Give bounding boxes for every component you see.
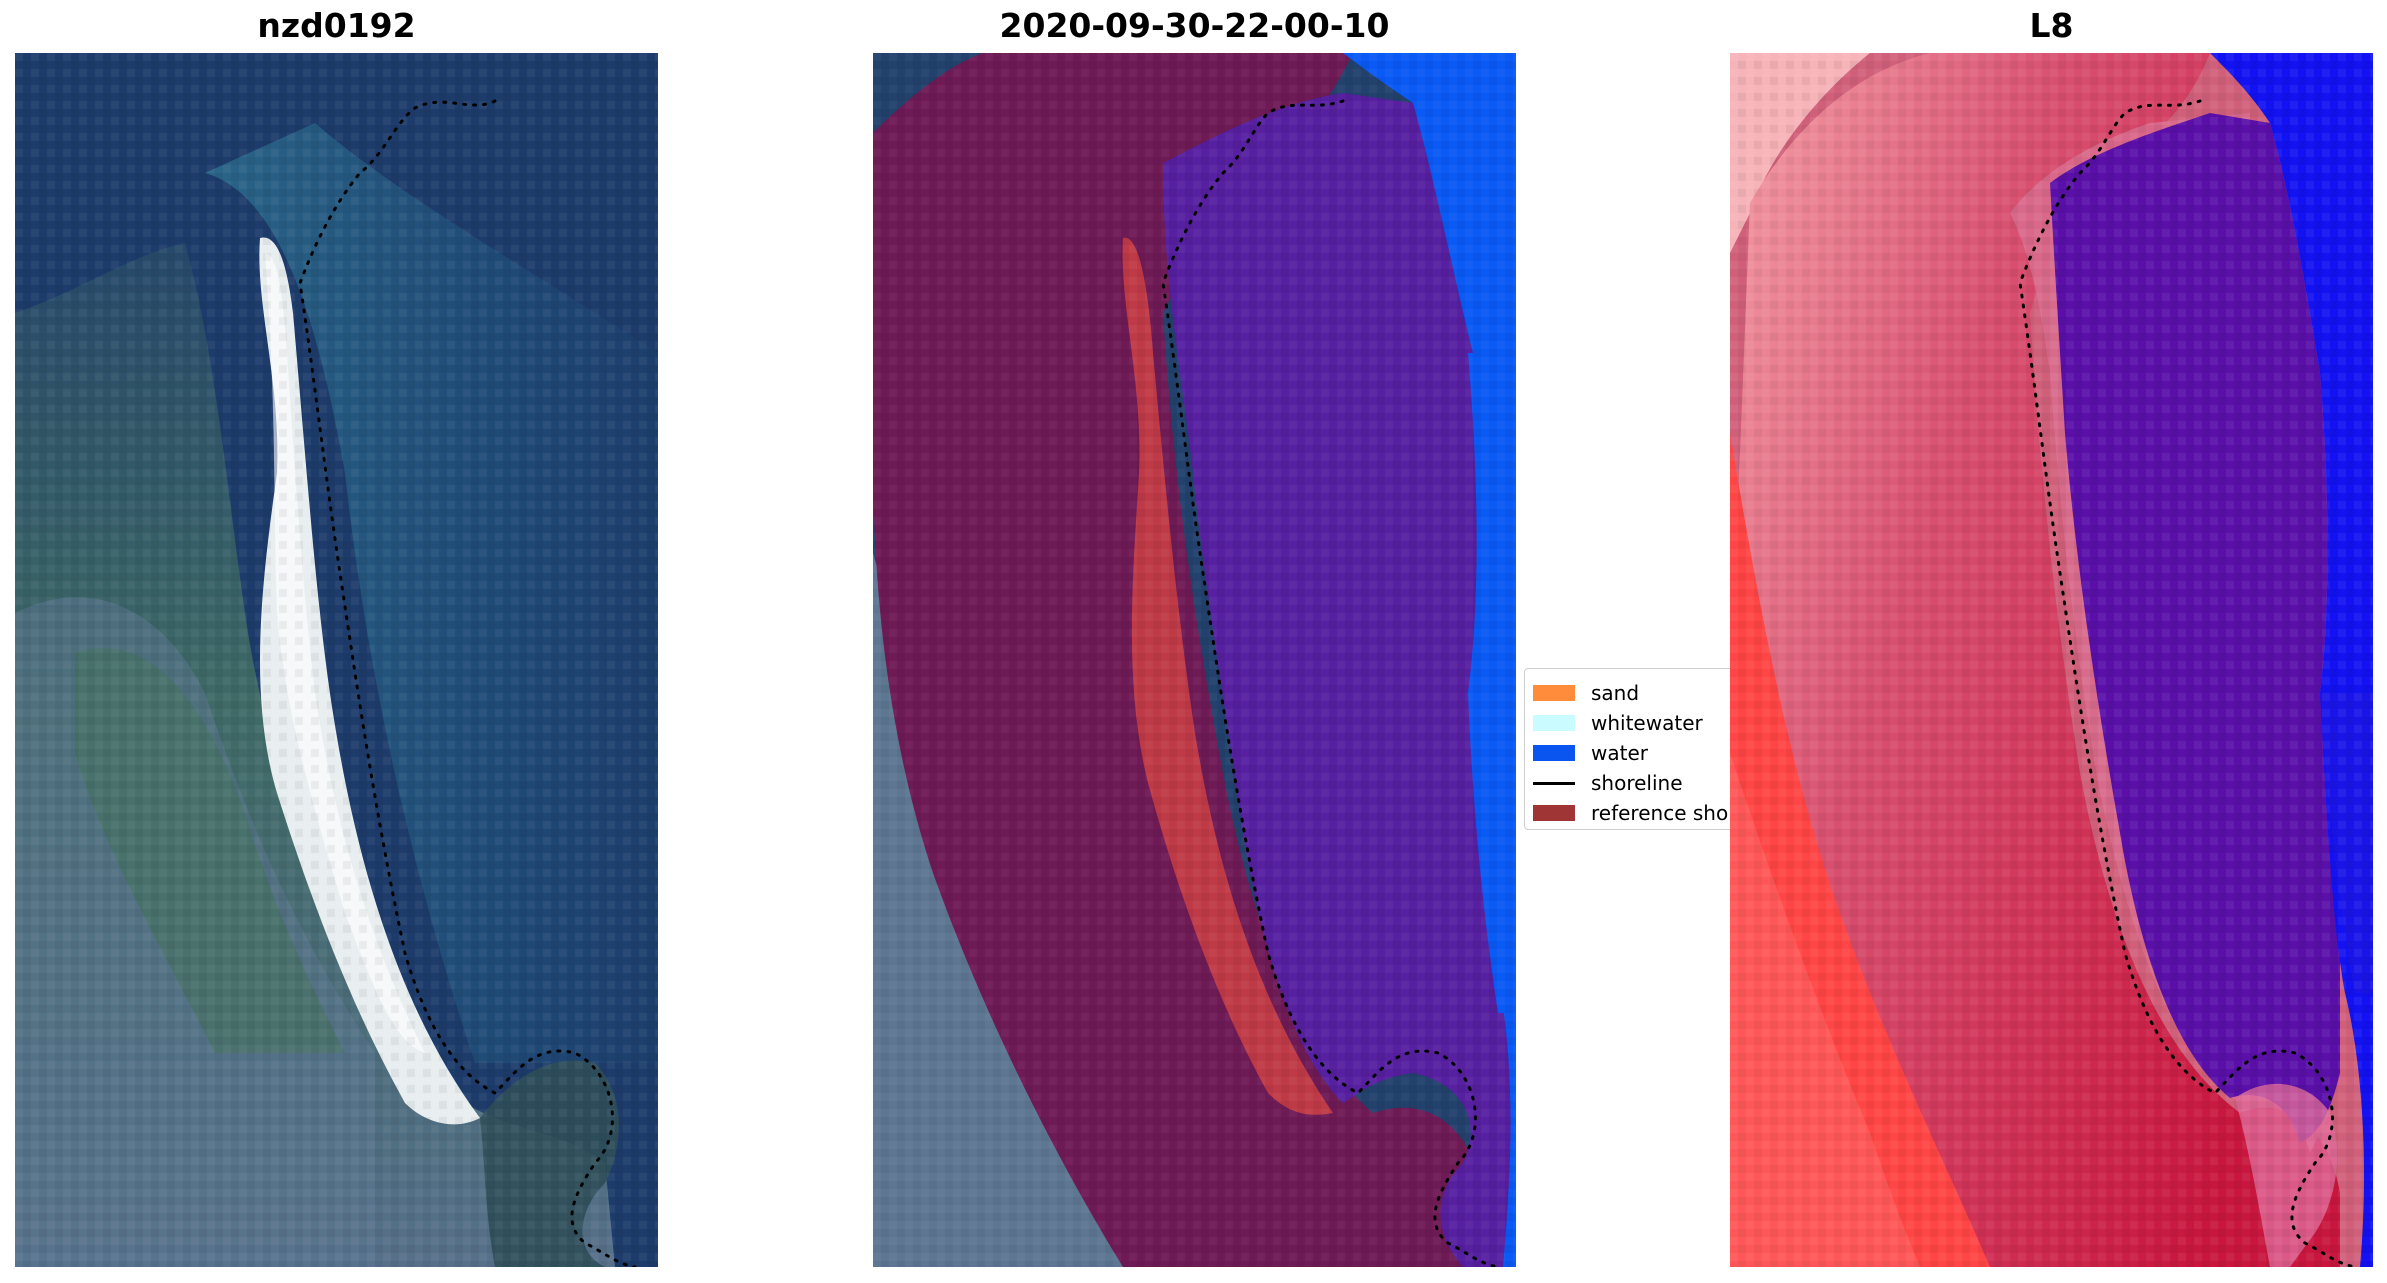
legend-label-sand: sand	[1591, 681, 1640, 705]
legend-item-shoreline: shoreline	[1533, 768, 1683, 798]
legend-item-whitewater: whitewater	[1533, 708, 1703, 738]
classified-image	[873, 53, 1516, 1267]
false-color-image	[1730, 53, 2373, 1267]
panel-title-site: nzd0192	[257, 6, 416, 45]
legend-label-shoreline: shoreline	[1591, 771, 1683, 795]
legend-swatch-water	[1533, 745, 1575, 761]
legend-item-water: water	[1533, 738, 1648, 768]
rgb-image-panel	[15, 53, 658, 1267]
reference-shoreline-dotted	[1161, 99, 1500, 1267]
legend-label-whitewater: whitewater	[1591, 711, 1703, 735]
classification-panel	[873, 53, 1516, 1267]
legend: sand whitewater water shoreline referenc…	[1524, 668, 1734, 830]
reference-shoreline-dotted	[2018, 99, 2357, 1267]
false-color-panel	[1730, 53, 2373, 1267]
legend-item-sand: sand	[1533, 678, 1639, 708]
legend-swatch-sand	[1533, 685, 1575, 701]
panel-title-date: 2020-09-30-22-00-10	[999, 6, 1390, 45]
legend-item-reference-shoreline: reference shoreline	[1533, 798, 1734, 828]
rgb-satellite-image	[15, 53, 658, 1267]
legend-swatch-whitewater	[1533, 715, 1575, 731]
legend-label-water: water	[1591, 741, 1648, 765]
legend-line-shoreline	[1533, 781, 1575, 785]
legend-swatch-reference-shoreline	[1533, 805, 1575, 821]
legend-label-reference-shoreline: reference shoreline	[1591, 801, 1734, 825]
reference-shoreline-dotted	[298, 99, 637, 1267]
panel-title-satellite: L8	[2029, 6, 2074, 45]
